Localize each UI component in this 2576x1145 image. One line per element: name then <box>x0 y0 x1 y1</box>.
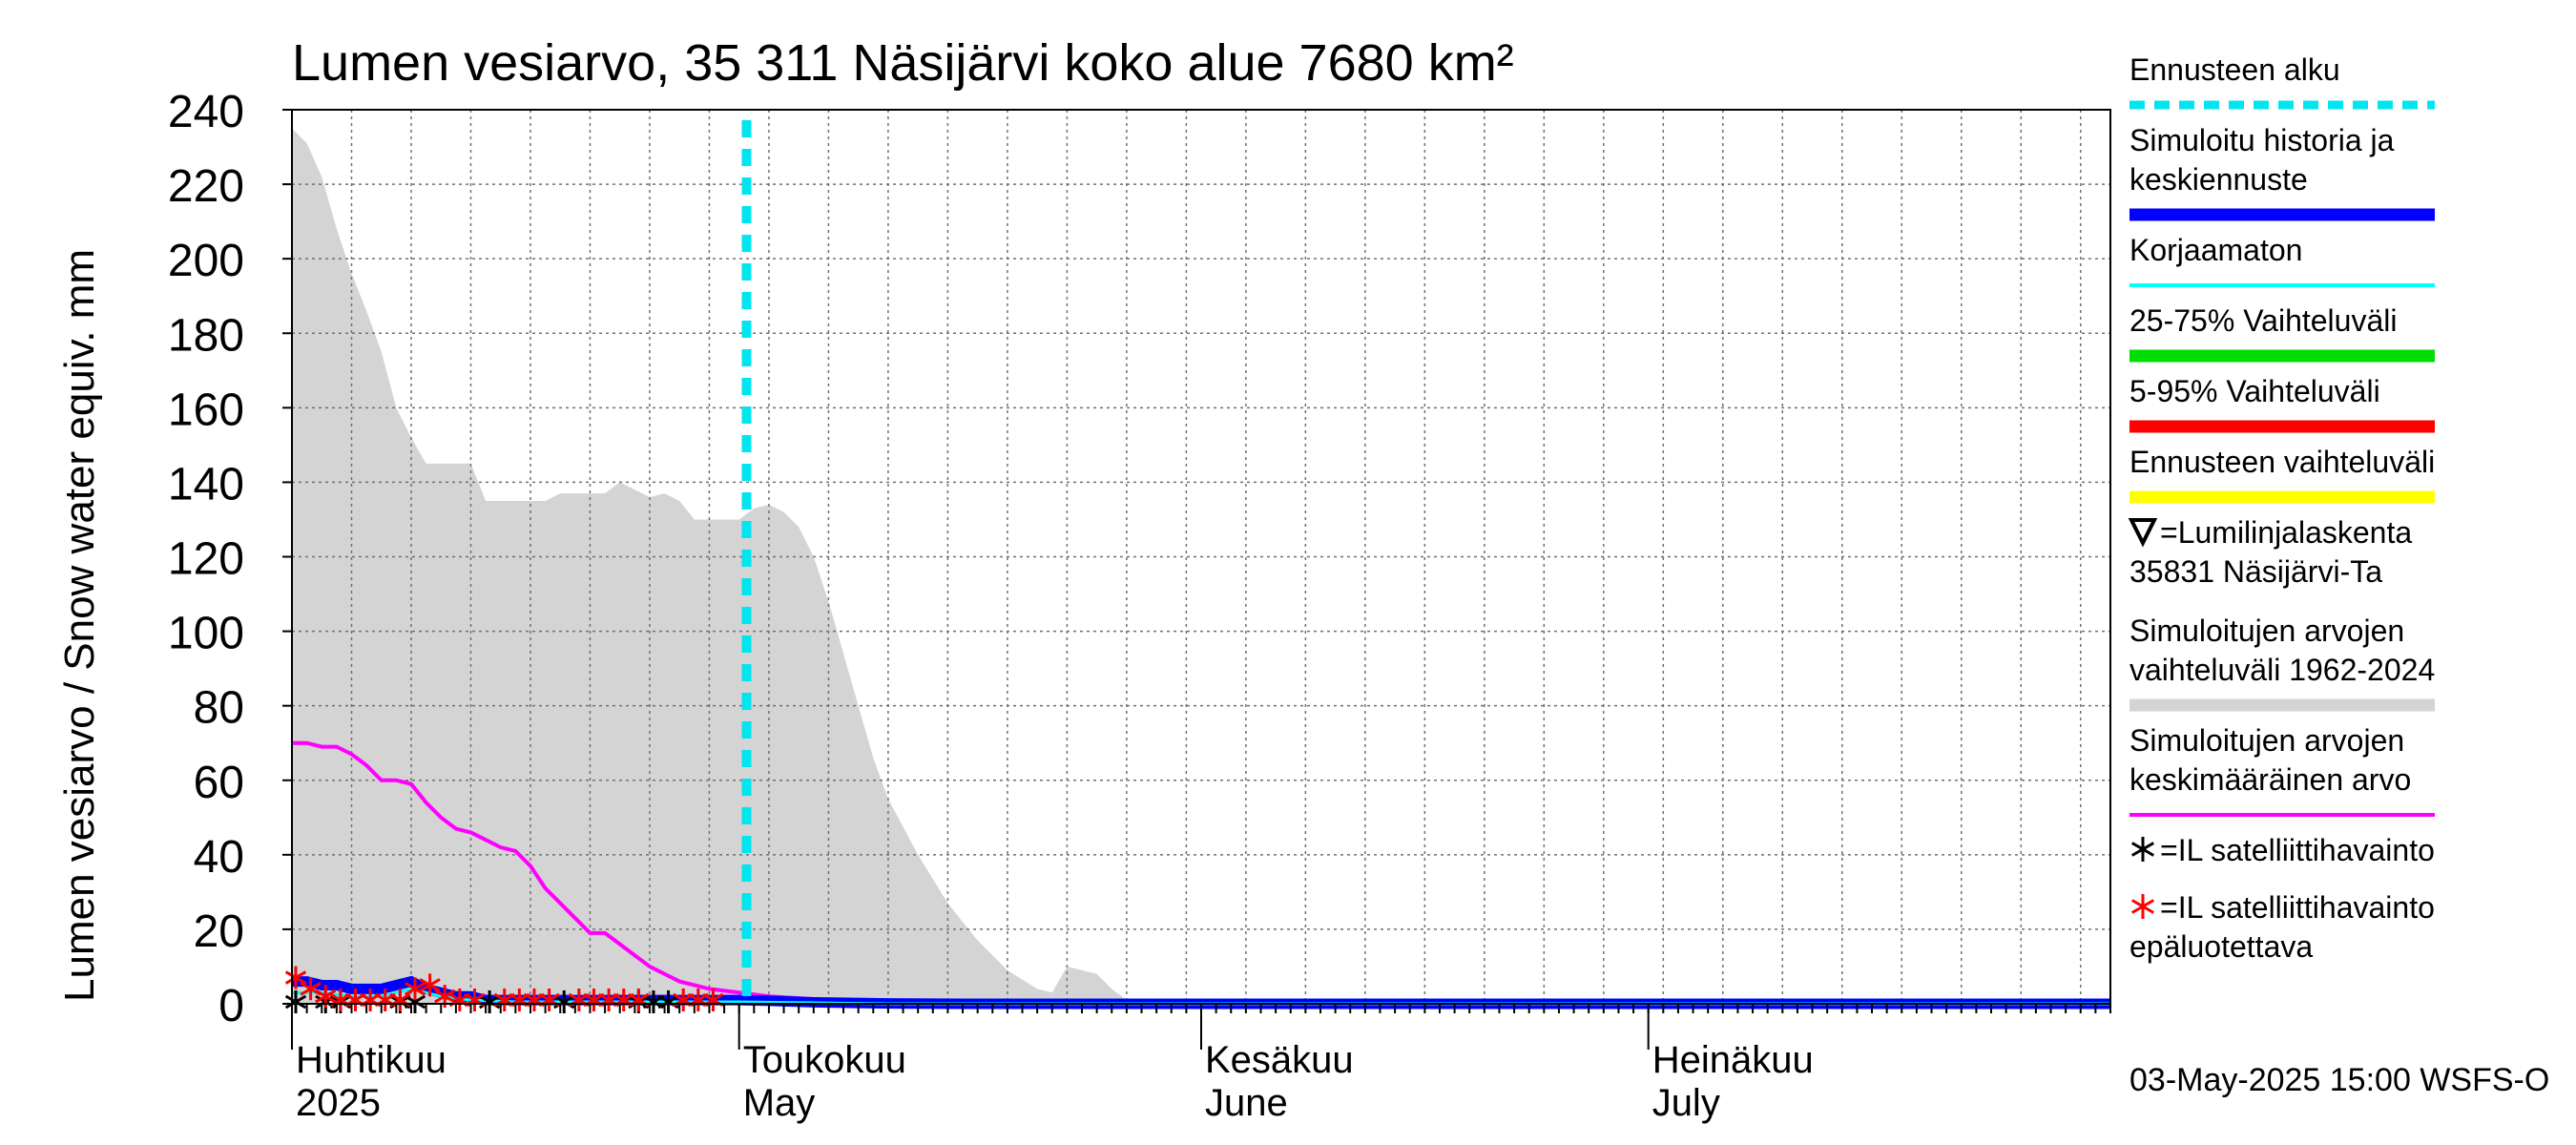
legend-star-icon <box>2130 894 2155 919</box>
satellite-unreliable-marker-stroke <box>434 989 456 1004</box>
legend-star-icon-stroke <box>2130 842 2155 857</box>
y-tick-label: 180 <box>168 310 244 361</box>
satellite-unreliable-marker <box>419 973 441 997</box>
legend: Ennusteen alku Simuloitu historia ja keski… <box>2128 52 2435 964</box>
legend-label: =IL satelliittihavainto <box>2160 833 2435 867</box>
legend-label: 35831 Näsijärvi-Ta <box>2129 554 2382 589</box>
satellite-unreliable-marker-stroke <box>419 978 441 992</box>
satellite-unreliable-marker-stroke <box>404 981 426 996</box>
satellite-unreliable-marker <box>284 966 307 989</box>
y-tick-label: 200 <box>168 236 244 286</box>
legend-label: Ennusteen alku <box>2129 52 2340 87</box>
legend-item-forecast_range: Ennusteen vaihteluväli <box>2129 445 2435 504</box>
month-label-fi: Toukokuu <box>743 1039 906 1081</box>
plot-area: 0 20 40 60 80 100 120 140 160 180 200 220 240 Huhtiku… <box>168 87 2111 1124</box>
y-tick-label: 160 <box>168 385 244 435</box>
satellite-unreliable-marker-stroke <box>284 970 307 985</box>
y-axis-label: Lumen vesiarvo / Snow water equiv. mm <box>56 249 103 1002</box>
legend-label: =Lumilinjalaskenta <box>2160 515 2412 550</box>
month-label-en: July <box>1652 1082 1720 1124</box>
month-label-en: 2025 <box>296 1082 381 1124</box>
legend-label: Simuloitu historia ja <box>2129 123 2395 157</box>
legend-label: keskiennuste <box>2129 162 2308 197</box>
legend-label: keskimääräinen arvo <box>2129 762 2411 797</box>
legend-star-icon-stroke <box>2130 899 2155 914</box>
y-tick-label: 100 <box>168 609 244 659</box>
legend-label: epäluotettava <box>2129 929 2313 964</box>
legend-item-uncorrected: Korjaamaton <box>2129 233 2435 287</box>
legend-item-range: Simuloitujen arvojen vaihteluväli 1962-20… <box>2129 614 2435 712</box>
month-label-en: May <box>743 1082 816 1124</box>
legend-label: Simuloitujen arvojen <box>2129 723 2404 758</box>
legend-triangle-icon <box>2128 518 2158 548</box>
y-tick-label: 20 <box>194 906 244 957</box>
legend-item-mean: Simuloitujen arvojen keskimääräinen arvo <box>2129 723 2435 817</box>
satellite-unreliable-marker-stroke <box>315 989 337 1004</box>
legend-label: 25-75% Vaihteluväli <box>2129 303 2397 338</box>
timestamp: 03-May-2025 15:00 WSFS-O <box>2129 1062 2549 1098</box>
legend-item-snow_course: =Lumilinjalaskenta 35831 Näsijärvi-Ta <box>2128 515 2412 589</box>
satellite-obs-marker <box>284 990 307 1013</box>
y-tick-label: 80 <box>194 683 244 734</box>
y-tick-label: 140 <box>168 459 244 510</box>
legend-item-p5_95: 5-95% Vaihteluväli <box>2129 374 2435 433</box>
legend-label: 5-95% Vaihteluväli <box>2129 374 2380 408</box>
satellite-obs-marker-stroke <box>404 994 426 1010</box>
legend-item-simulated: Simuloitu historia ja keskiennuste <box>2129 123 2435 221</box>
chart-title: Lumen vesiarvo, 35 311 Näsijärvi koko al… <box>292 34 1514 92</box>
satellite-obs-marker-stroke <box>284 994 307 1010</box>
month-label-fi: Heinäkuu <box>1652 1039 1814 1081</box>
y-tick-label: 40 <box>194 832 244 883</box>
legend-label: Korjaamaton <box>2129 233 2302 267</box>
legend-item-sat_unreliable: =IL satelliittihavainto epäluotettava <box>2129 890 2435 964</box>
legend-star-icon <box>2130 837 2155 862</box>
y-tick-label: 120 <box>168 534 244 585</box>
legend-item-p25_75: 25-75% Vaihteluväli <box>2129 303 2435 363</box>
legend-item-forecast_start: Ennusteen alku <box>2129 52 2435 110</box>
satellite-unreliable-marker <box>404 977 426 1001</box>
legend-label: Simuloitujen arvojen <box>2129 614 2404 648</box>
month-label-en: June <box>1205 1082 1288 1124</box>
y-tick-label: 0 <box>218 981 244 1031</box>
y-tick-label: 240 <box>168 87 244 137</box>
y-tick-label: 60 <box>194 758 244 808</box>
legend-label: vaihteluväli 1962-2024 <box>2129 653 2435 687</box>
month-label-fi: Kesäkuu <box>1205 1039 1354 1081</box>
y-tick-label: 220 <box>168 161 244 212</box>
month-label-fi: Huhtikuu <box>296 1039 447 1081</box>
legend-label: Ennusteen vaihteluväli <box>2129 445 2435 479</box>
legend-item-sat: =IL satelliittihavainto <box>2130 833 2435 867</box>
legend-label: =IL satelliittihavainto <box>2160 890 2435 925</box>
